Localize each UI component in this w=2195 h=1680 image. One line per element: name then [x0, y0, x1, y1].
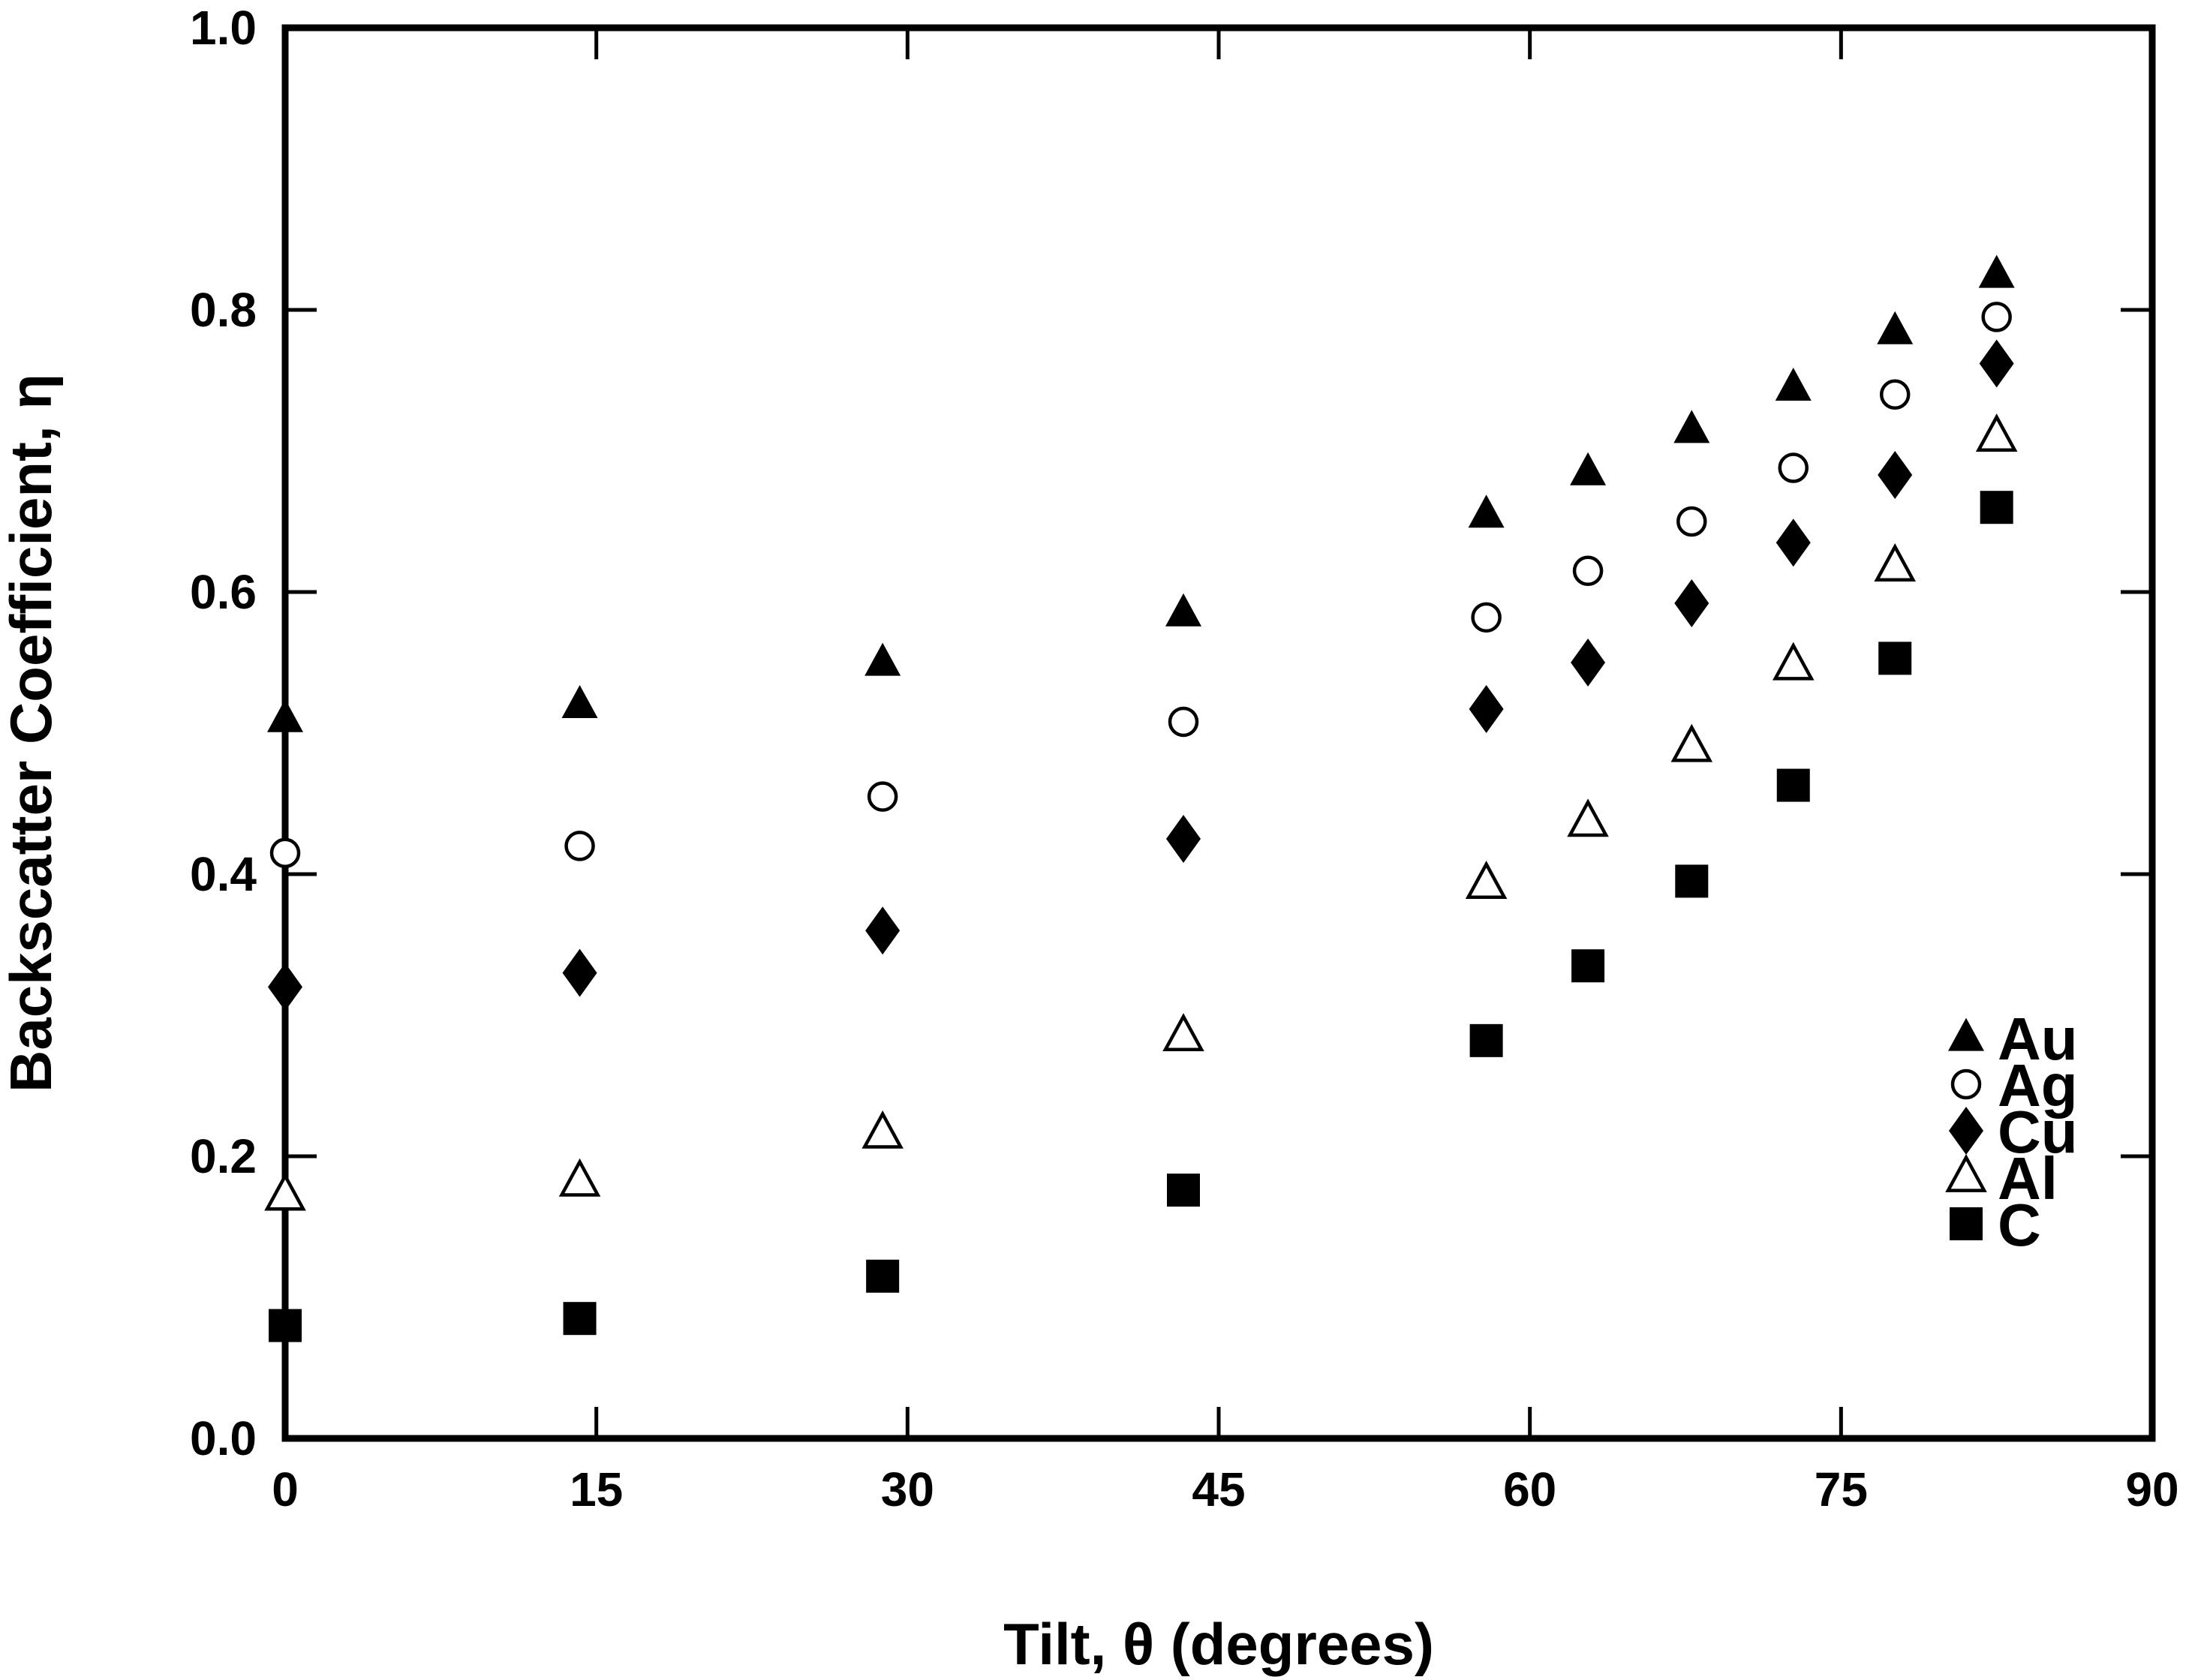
y-tick-label: 0.2 — [190, 1129, 257, 1183]
data-point-au — [267, 699, 303, 732]
legend-label-al: Al — [1998, 1145, 2058, 1212]
data-point-c — [563, 1302, 597, 1336]
y-tick-label: 0.6 — [190, 565, 257, 619]
legend-item-cu: Cu — [1949, 1098, 2078, 1165]
data-point-cu — [1979, 339, 2014, 388]
x-tick-label: 75 — [1815, 1462, 1868, 1516]
data-point-al — [861, 1110, 904, 1149]
data-point-cu — [1571, 639, 1606, 687]
data-point-au — [1673, 410, 1710, 443]
legend-marker-c — [1950, 1207, 1983, 1240]
x-tick-label: 90 — [2125, 1462, 2178, 1516]
data-point-al — [1874, 543, 1916, 582]
data-point-au — [864, 642, 901, 676]
data-point-cu — [1878, 450, 1913, 499]
data-point-c — [1469, 1023, 1503, 1057]
data-point-au — [561, 685, 598, 718]
data-point-ag — [867, 781, 898, 812]
data-point-c — [1167, 1174, 1201, 1207]
data-point-al — [1772, 642, 1815, 681]
data-point-al — [1567, 798, 1609, 837]
data-point-ag — [1879, 379, 1911, 410]
data-point-cu — [1674, 579, 1709, 628]
data-point-al — [1162, 1013, 1204, 1052]
x-tick-label: 60 — [1503, 1462, 1556, 1516]
data-point-ag — [1168, 706, 1199, 738]
data-point-c — [269, 1309, 302, 1342]
series-c — [269, 491, 2013, 1342]
legend-label-ag: Ag — [1998, 1052, 2078, 1119]
legend-marker-al — [1945, 1153, 1987, 1192]
data-point-au — [1978, 254, 2015, 288]
data-point-c — [866, 1259, 900, 1293]
data-point-c — [1675, 864, 1709, 898]
data-point-al — [264, 1172, 306, 1211]
axis-ticks: 0 15 30 45 60 75 90 0.0 0.2 0.4 0.6 0.8 1.0 — [190, 1, 2179, 1516]
series-cu — [268, 339, 2014, 1011]
x-tick-label: 15 — [570, 1462, 623, 1516]
data-point-ag — [1778, 452, 1809, 483]
legend-item-c: C — [1950, 1192, 2041, 1258]
data-point-c — [1571, 949, 1605, 983]
data-point-cu — [1776, 518, 1811, 567]
data-point-ag — [269, 837, 301, 869]
legend-marker-au — [1948, 1017, 1984, 1051]
data-point-au — [1165, 593, 1202, 627]
data-point-al — [1465, 861, 1508, 900]
legend-item-ag: Ag — [1950, 1052, 2078, 1119]
plot-area-frame — [281, 24, 2156, 1442]
data-point-au — [1570, 452, 1607, 485]
series-al — [264, 413, 2018, 1211]
data-point-cu — [1166, 815, 1201, 863]
data-point-c — [1776, 768, 1810, 802]
data-point-au — [1877, 311, 1914, 344]
y-axis-title: Backscatter Coefficient, η — [0, 374, 64, 1092]
legend-label-cu: Cu — [1998, 1098, 2078, 1165]
y-tick-label: 1.0 — [190, 1, 257, 55]
x-tick-label: 45 — [1192, 1462, 1245, 1516]
legend-item-al: Al — [1945, 1145, 2058, 1212]
legend-label-au: Au — [1998, 1005, 2078, 1072]
data-point-c — [1980, 491, 2013, 524]
data-point-cu — [865, 906, 901, 955]
data-point-c — [1878, 642, 1912, 675]
series-ag — [269, 302, 2012, 869]
data-point-au — [1775, 368, 1812, 401]
data-point-al — [1670, 723, 1713, 762]
data-point-cu — [268, 963, 302, 1011]
data-point-ag — [1981, 302, 2012, 332]
data-point-al — [1975, 413, 2018, 452]
data-point-ag — [1471, 602, 1502, 633]
data-point-al — [558, 1158, 601, 1197]
data-point-cu — [562, 948, 597, 997]
data-point-au — [1468, 494, 1505, 528]
x-axis-title: Tilt, θ (degrees) — [1003, 1611, 1434, 1677]
legend-marker-ag — [1950, 1068, 1982, 1100]
data-point-cu — [1469, 685, 1504, 734]
data-point-ag — [564, 831, 595, 861]
legend-marker-cu — [1949, 1107, 1983, 1155]
y-tick-label: 0.8 — [190, 283, 257, 337]
x-tick-label: 0 — [272, 1462, 299, 1516]
legend-label-c: C — [1998, 1192, 2041, 1258]
x-tick-label: 30 — [881, 1462, 934, 1516]
series-au — [267, 254, 2015, 732]
legend-item-au: Au — [1948, 1005, 2078, 1072]
y-tick-label: 0.4 — [190, 847, 257, 901]
data-markers — [264, 254, 2018, 1342]
data-point-ag — [1572, 555, 1604, 587]
data-point-ag — [1676, 506, 1707, 537]
y-tick-label: 0.0 — [190, 1411, 257, 1465]
